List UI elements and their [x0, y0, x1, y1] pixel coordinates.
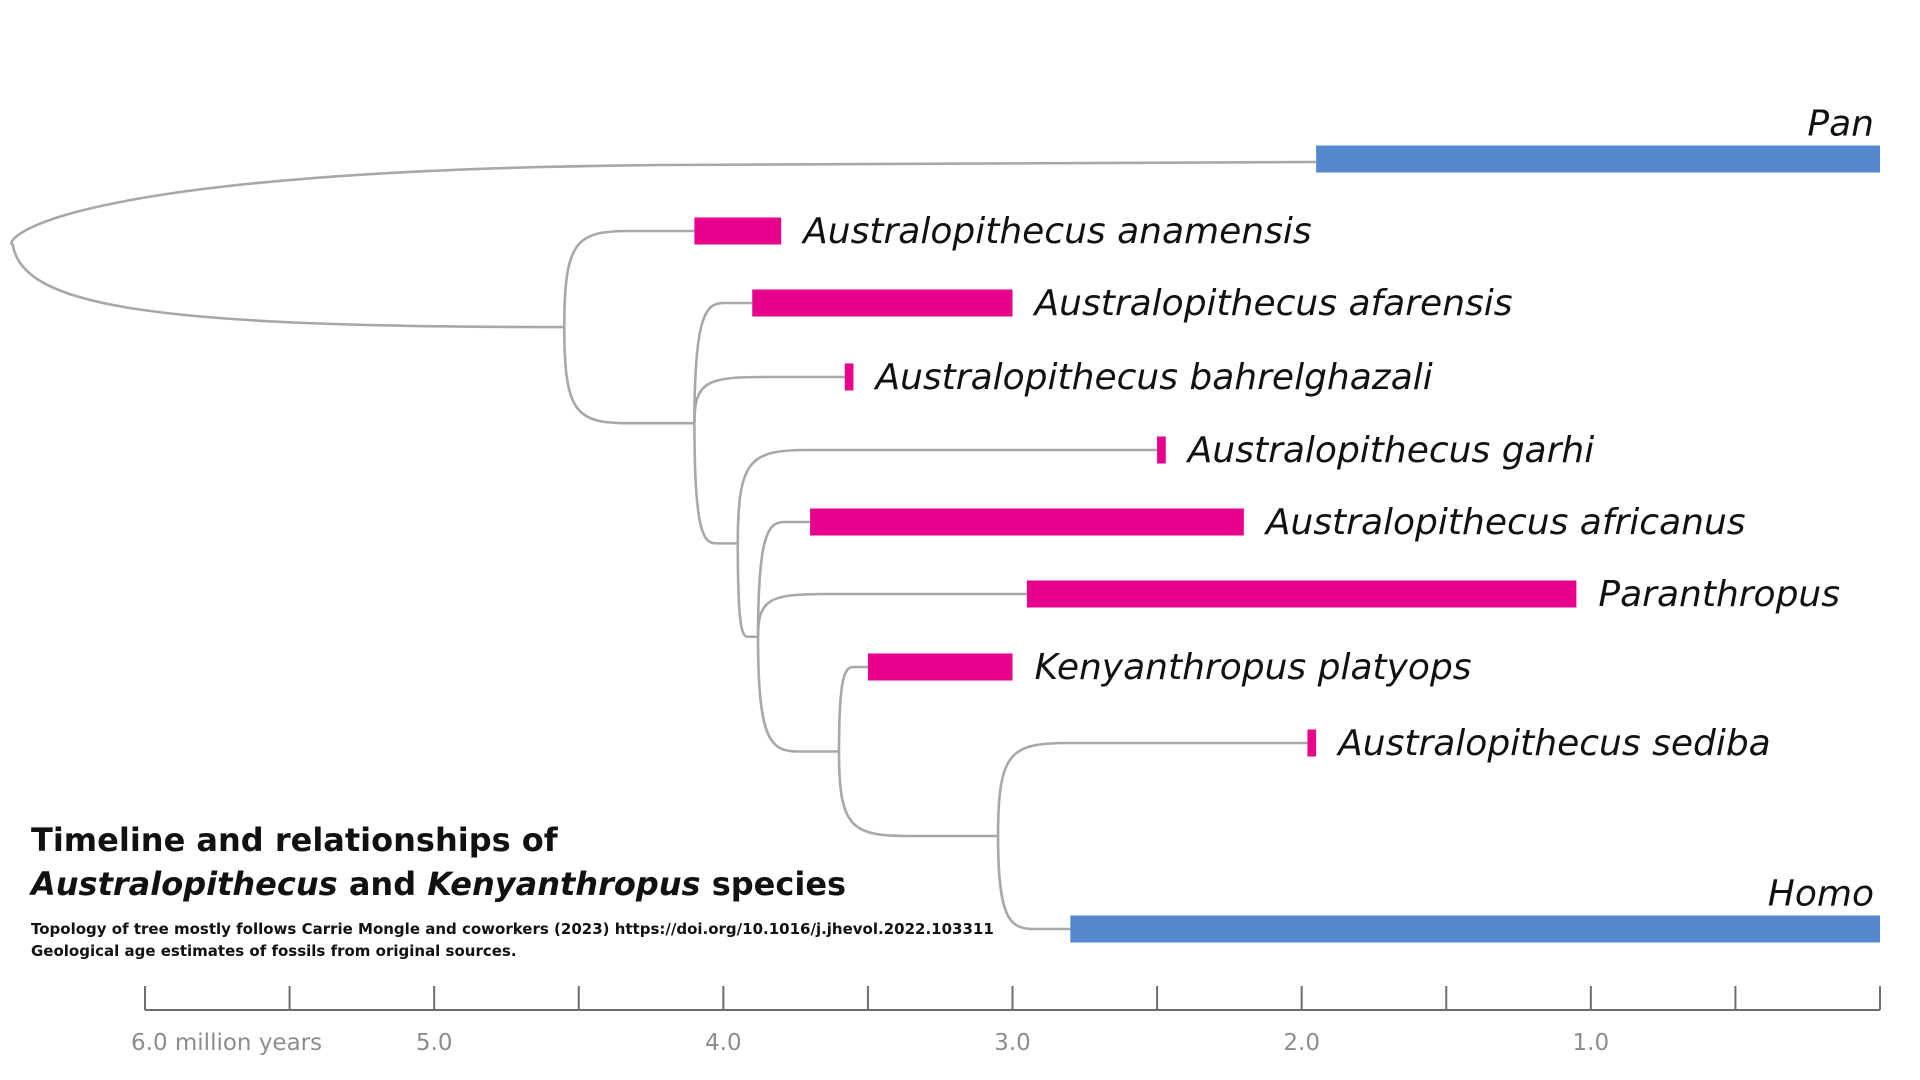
- bar-garhi: [1157, 436, 1166, 464]
- branch-root-loop: [10, 160, 1317, 329]
- label-homo: Homo: [1768, 874, 1874, 915]
- label-pan: Pan: [1807, 104, 1874, 145]
- taxon-bars: [694, 145, 1880, 943]
- label-paran: Paranthropus: [1598, 574, 1840, 615]
- bar-afar: [752, 289, 1013, 317]
- axis-tick-label-6: 6.0 million years: [131, 1030, 322, 1056]
- title-conj: and: [348, 865, 417, 903]
- note-topology: Topology of tree mostly follows Carrie M…: [31, 920, 994, 938]
- branch-n3-garhi: [736, 448, 1158, 544]
- note-ages: Geological age estimates of fossils from…: [31, 942, 517, 960]
- tree-branches: [10, 160, 1317, 931]
- title-genus-2: Kenyanthropus: [427, 865, 701, 903]
- label-afar: Australopithecus afarensis: [1033, 283, 1513, 324]
- bar-kenya: [867, 653, 1013, 681]
- axis-tick-label-4: 4.0: [705, 1030, 742, 1056]
- branch-n4-paran: [756, 592, 1027, 637]
- axis-tick-label-5: 5.0: [416, 1030, 453, 1056]
- title-genus-1: Australopithecus: [31, 865, 338, 903]
- axis-tick-label-1: 1.0: [1573, 1030, 1610, 1056]
- label-afric: Australopithecus africanus: [1264, 502, 1746, 543]
- bar-bahr: [844, 363, 854, 391]
- label-bahr: Australopithecus bahrelghazali: [873, 357, 1432, 398]
- label-garhi: Australopithecus garhi: [1186, 430, 1594, 471]
- chart-title-line-2: Australopithecus and Kenyanthropus speci…: [31, 862, 994, 906]
- bar-sediba: [1307, 729, 1317, 757]
- bar-paran: [1026, 580, 1577, 608]
- branch-n2-n3: [693, 423, 738, 545]
- branch-n2-afar: [693, 301, 753, 424]
- axis-tick-label-2: 2.0: [1283, 1030, 1320, 1056]
- bar-homo: [1070, 915, 1880, 943]
- branch-n4-afric: [756, 520, 811, 637]
- branch-n1-anam: [562, 229, 695, 328]
- title-tail: species: [711, 865, 847, 903]
- branch-n6-homo: [996, 835, 1071, 931]
- branch-n2-bahr: [693, 375, 845, 424]
- branch-n6-sediba: [996, 741, 1308, 837]
- branch-n5-kenya: [837, 665, 868, 752]
- label-kenya: Kenyanthropus platyops: [1035, 647, 1472, 688]
- branch-n4-n5: [756, 636, 839, 753]
- branch-n5-n6: [837, 751, 999, 838]
- bar-anam: [694, 217, 782, 245]
- branch-n1-n2: [562, 327, 695, 425]
- label-anam: Australopithecus anamensis: [801, 211, 1311, 252]
- bar-pan: [1316, 145, 1880, 173]
- axis-tick-label-3: 3.0: [994, 1030, 1031, 1056]
- bar-afric: [810, 508, 1244, 536]
- chart-title-line-1: Timeline and relationships of: [31, 818, 994, 862]
- time-axis: 6.0 million years 5.0 4.0 3.0 2.0 1.0: [131, 986, 1881, 1056]
- taxon-labels: Pan Australopithecus anamensis Australopit…: [801, 104, 1874, 915]
- label-sediba: Australopithecus sediba: [1336, 723, 1771, 764]
- title-text-1: Timeline and relationships of: [31, 821, 558, 859]
- chart-notes: Topology of tree mostly follows Carrie M…: [31, 918, 994, 962]
- branch-n3-n4: [736, 543, 759, 639]
- chart-title-block: Timeline and relationships of Australopi…: [31, 818, 994, 962]
